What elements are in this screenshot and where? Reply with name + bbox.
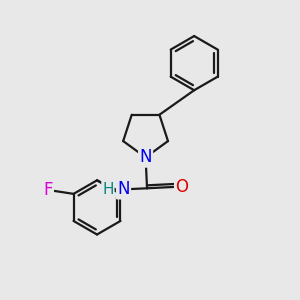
Text: O: O bbox=[175, 178, 188, 196]
Text: N: N bbox=[139, 148, 152, 166]
Text: F: F bbox=[43, 181, 53, 199]
Text: H: H bbox=[102, 182, 114, 197]
Text: N: N bbox=[117, 180, 130, 198]
